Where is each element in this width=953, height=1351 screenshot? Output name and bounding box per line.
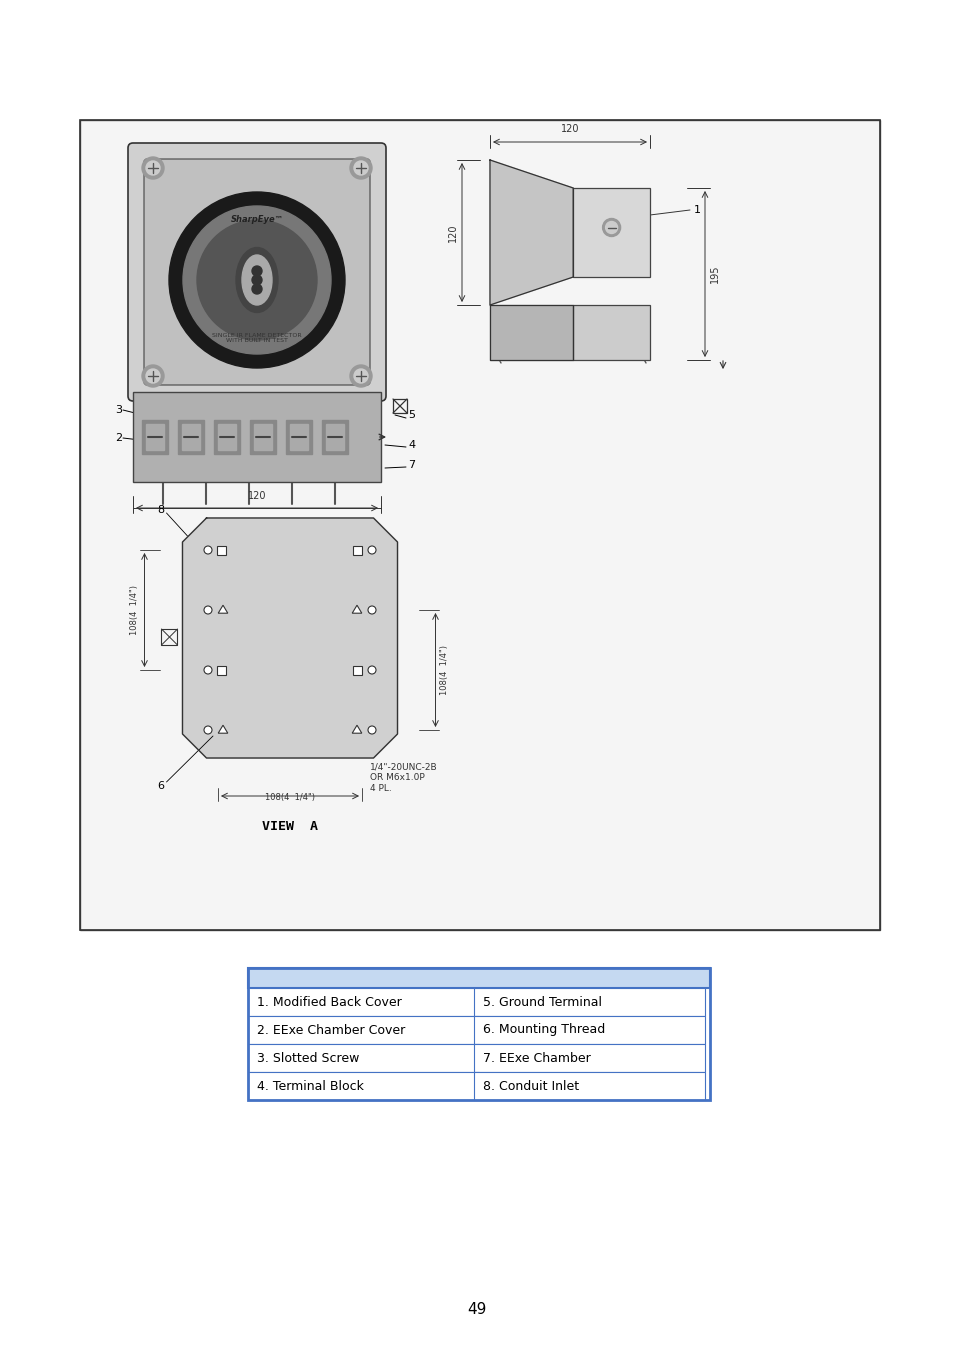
Bar — [248, 969, 709, 1100]
Text: 120: 120 — [248, 490, 266, 501]
Bar — [248, 969, 709, 988]
Bar — [573, 188, 649, 277]
Bar — [218, 424, 235, 450]
Text: 1/4"-20UNC-2B
OR M6x1.0P
4 PL.: 1/4"-20UNC-2B OR M6x1.0P 4 PL. — [370, 763, 437, 793]
Text: 3. Slotted Screw: 3. Slotted Screw — [256, 1051, 359, 1065]
Circle shape — [142, 157, 164, 178]
Text: VIEW  A: VIEW A — [262, 820, 317, 832]
Text: 120: 120 — [560, 124, 578, 134]
Bar — [354, 546, 362, 554]
Bar — [248, 988, 478, 1016]
Bar — [474, 1044, 704, 1071]
Text: 49: 49 — [467, 1302, 486, 1317]
Circle shape — [204, 666, 212, 674]
Circle shape — [605, 222, 617, 234]
Bar — [248, 1016, 478, 1044]
Text: 2: 2 — [114, 434, 122, 443]
Text: 7: 7 — [408, 459, 415, 470]
Bar — [178, 420, 204, 454]
Bar — [253, 424, 272, 450]
Text: 6: 6 — [157, 781, 164, 790]
Bar — [132, 392, 380, 482]
Circle shape — [146, 369, 160, 382]
Bar — [80, 120, 879, 929]
Bar — [474, 1016, 704, 1044]
Polygon shape — [218, 725, 228, 734]
Polygon shape — [490, 305, 573, 359]
Bar — [474, 1071, 704, 1100]
Text: 5: 5 — [408, 409, 415, 420]
Text: 108(4  1/4"): 108(4 1/4") — [265, 793, 314, 802]
Text: 195: 195 — [709, 265, 720, 284]
Bar — [217, 666, 226, 674]
Polygon shape — [352, 605, 361, 613]
Text: 7. EExe Chamber: 7. EExe Chamber — [483, 1051, 591, 1065]
Circle shape — [350, 365, 372, 386]
Circle shape — [142, 365, 164, 386]
Circle shape — [252, 276, 262, 285]
Circle shape — [204, 607, 212, 613]
Bar — [250, 420, 275, 454]
Circle shape — [368, 607, 375, 613]
Bar — [354, 666, 362, 674]
Circle shape — [354, 369, 368, 382]
Text: 8: 8 — [157, 505, 164, 515]
Bar — [146, 424, 164, 450]
Bar — [248, 1044, 478, 1071]
Text: 108(4  1/4"): 108(4 1/4") — [131, 585, 139, 635]
Circle shape — [368, 725, 375, 734]
FancyBboxPatch shape — [144, 159, 370, 385]
Bar — [474, 988, 704, 1016]
Circle shape — [196, 220, 316, 340]
Text: 6. Mounting Thread: 6. Mounting Thread — [483, 1024, 605, 1036]
Bar — [393, 399, 407, 413]
Bar — [573, 305, 649, 359]
Polygon shape — [218, 605, 228, 613]
Text: 1. Modified Back Cover: 1. Modified Back Cover — [256, 996, 401, 1008]
Bar — [290, 424, 308, 450]
FancyBboxPatch shape — [128, 143, 386, 401]
Bar — [142, 420, 168, 454]
Bar — [161, 630, 177, 644]
Bar — [182, 424, 200, 450]
Circle shape — [169, 192, 345, 367]
Circle shape — [252, 266, 262, 276]
Polygon shape — [490, 159, 573, 305]
Circle shape — [602, 219, 620, 236]
Text: 1: 1 — [693, 205, 700, 215]
Text: 3: 3 — [115, 405, 122, 415]
Text: 108(4  1/4"): 108(4 1/4") — [440, 644, 449, 694]
Bar — [248, 1071, 478, 1100]
Circle shape — [204, 725, 212, 734]
Circle shape — [350, 157, 372, 178]
Text: SINGLE IR FLAME DETECTOR
WITH BUILT IN TEST: SINGLE IR FLAME DETECTOR WITH BUILT IN T… — [212, 332, 301, 343]
Circle shape — [183, 205, 331, 354]
Text: SharpEye™: SharpEye™ — [231, 216, 283, 224]
Circle shape — [252, 284, 262, 295]
Ellipse shape — [235, 247, 277, 312]
Circle shape — [146, 161, 160, 176]
Text: 4. Terminal Block: 4. Terminal Block — [256, 1079, 363, 1093]
Bar — [80, 120, 879, 929]
Circle shape — [368, 546, 375, 554]
Bar — [322, 420, 348, 454]
Ellipse shape — [242, 255, 272, 305]
Text: 2. EExe Chamber Cover: 2. EExe Chamber Cover — [256, 1024, 405, 1036]
Text: 8. Conduit Inlet: 8. Conduit Inlet — [483, 1079, 578, 1093]
Text: 4: 4 — [408, 440, 415, 450]
Circle shape — [368, 666, 375, 674]
Circle shape — [354, 161, 368, 176]
Polygon shape — [352, 725, 361, 734]
Circle shape — [204, 546, 212, 554]
Polygon shape — [182, 517, 397, 758]
Text: 5. Ground Terminal: 5. Ground Terminal — [483, 996, 601, 1008]
Text: 120: 120 — [448, 223, 457, 242]
Bar — [213, 420, 240, 454]
Bar — [326, 424, 344, 450]
Bar — [286, 420, 312, 454]
Bar — [217, 546, 226, 554]
